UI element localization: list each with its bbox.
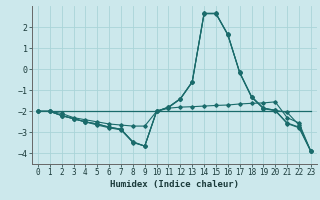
X-axis label: Humidex (Indice chaleur): Humidex (Indice chaleur) bbox=[110, 180, 239, 189]
